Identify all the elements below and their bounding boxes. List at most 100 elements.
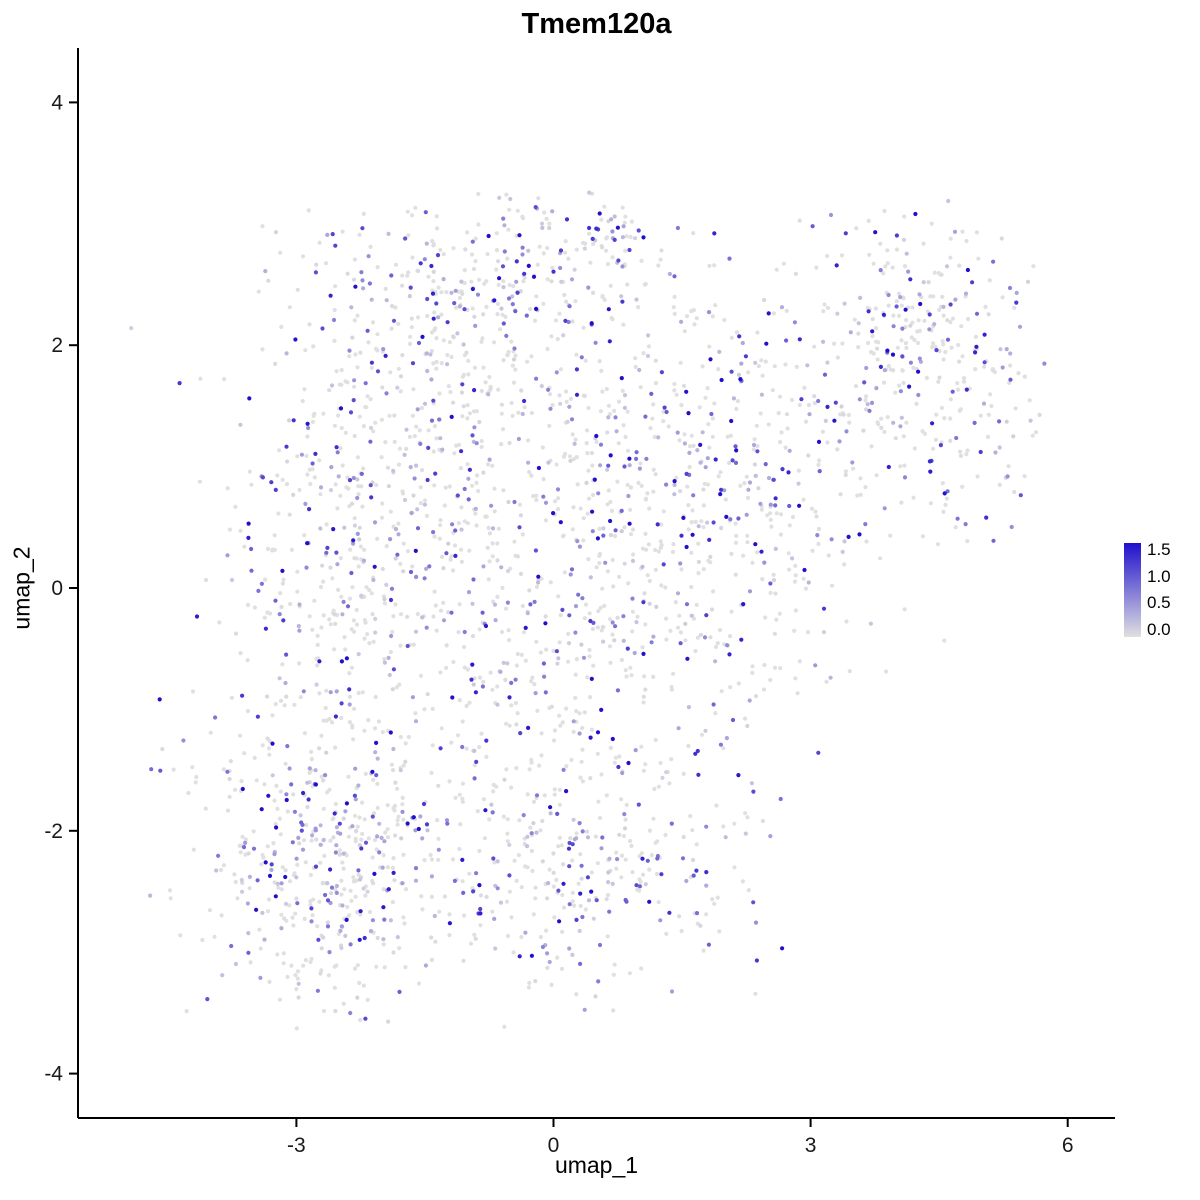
data-point xyxy=(598,463,603,468)
data-point xyxy=(453,288,458,293)
data-point xyxy=(822,302,827,307)
data-point xyxy=(352,516,357,521)
data-point xyxy=(545,951,550,956)
data-point xyxy=(474,759,479,765)
data-point xyxy=(449,554,454,559)
data-point xyxy=(703,728,708,733)
data-point xyxy=(295,969,301,974)
data-point xyxy=(621,224,626,229)
data-point xyxy=(973,350,978,355)
data-point xyxy=(678,641,683,646)
data-point xyxy=(434,214,439,219)
data-point xyxy=(480,610,485,615)
data-point xyxy=(373,420,378,425)
data-point xyxy=(390,900,395,905)
data-point xyxy=(574,392,580,397)
data-point xyxy=(222,377,227,382)
data-point xyxy=(344,801,349,806)
data-point xyxy=(591,916,596,921)
data-point xyxy=(605,262,611,267)
data-point xyxy=(938,443,944,448)
data-point xyxy=(656,435,661,440)
data-point xyxy=(694,868,699,873)
data-point xyxy=(511,380,517,385)
data-point xyxy=(580,914,585,920)
data-point xyxy=(574,709,579,714)
data-point xyxy=(512,858,517,863)
data-point xyxy=(296,981,301,986)
data-point xyxy=(1007,380,1012,385)
data-point xyxy=(965,539,970,544)
data-point xyxy=(487,374,492,380)
data-point xyxy=(447,340,452,345)
data-point xyxy=(895,345,900,350)
data-point xyxy=(762,560,767,565)
data-point xyxy=(328,867,333,872)
data-point xyxy=(279,881,284,886)
data-point xyxy=(624,674,629,679)
data-point xyxy=(297,661,302,666)
data-point xyxy=(491,599,496,604)
data-point xyxy=(460,382,465,387)
data-point xyxy=(701,503,707,508)
data-point xyxy=(511,284,516,289)
data-point xyxy=(700,364,705,369)
data-point xyxy=(310,627,315,632)
data-point xyxy=(623,817,628,822)
data-point xyxy=(525,792,530,797)
data-point xyxy=(334,550,339,555)
data-point xyxy=(545,277,550,282)
data-point xyxy=(878,268,883,273)
data-point xyxy=(585,451,590,456)
data-point xyxy=(510,363,515,368)
data-point xyxy=(408,334,413,339)
data-point xyxy=(345,604,351,609)
data-point xyxy=(885,261,890,266)
data-point xyxy=(682,329,687,334)
data-point xyxy=(569,567,575,572)
data-point xyxy=(507,889,512,894)
data-point xyxy=(265,844,270,849)
data-point xyxy=(367,641,372,646)
data-point xyxy=(778,532,784,537)
data-point xyxy=(716,367,721,372)
data-point xyxy=(293,973,298,978)
data-point xyxy=(523,930,528,935)
data-point xyxy=(771,578,777,583)
data-point xyxy=(759,358,764,363)
data-point xyxy=(1022,374,1027,379)
data-point xyxy=(327,787,332,792)
data-point xyxy=(427,564,432,569)
data-point xyxy=(457,304,462,309)
data-point xyxy=(375,834,380,839)
data-point xyxy=(641,768,647,773)
data-point xyxy=(602,297,607,302)
data-point xyxy=(273,487,278,492)
data-point xyxy=(927,327,932,332)
data-point xyxy=(371,577,376,583)
data-point xyxy=(266,897,272,902)
data-point xyxy=(684,878,689,884)
data-point xyxy=(751,442,757,448)
data-point xyxy=(628,507,633,512)
data-point xyxy=(917,356,922,361)
data-point xyxy=(710,314,715,319)
data-point xyxy=(313,270,318,275)
data-point xyxy=(544,928,549,933)
data-point xyxy=(604,236,609,241)
data-point xyxy=(321,778,326,783)
data-point xyxy=(643,622,648,627)
data-point xyxy=(367,587,372,593)
data-point xyxy=(1017,324,1023,329)
data-point xyxy=(438,436,443,441)
data-point xyxy=(675,430,680,435)
data-point xyxy=(620,205,625,210)
data-point xyxy=(504,333,509,338)
data-point xyxy=(916,392,921,398)
data-point xyxy=(856,331,861,336)
data-point xyxy=(830,583,835,588)
data-point xyxy=(574,992,579,997)
data-point xyxy=(521,813,526,818)
data-point xyxy=(369,360,374,365)
data-point xyxy=(874,386,879,391)
